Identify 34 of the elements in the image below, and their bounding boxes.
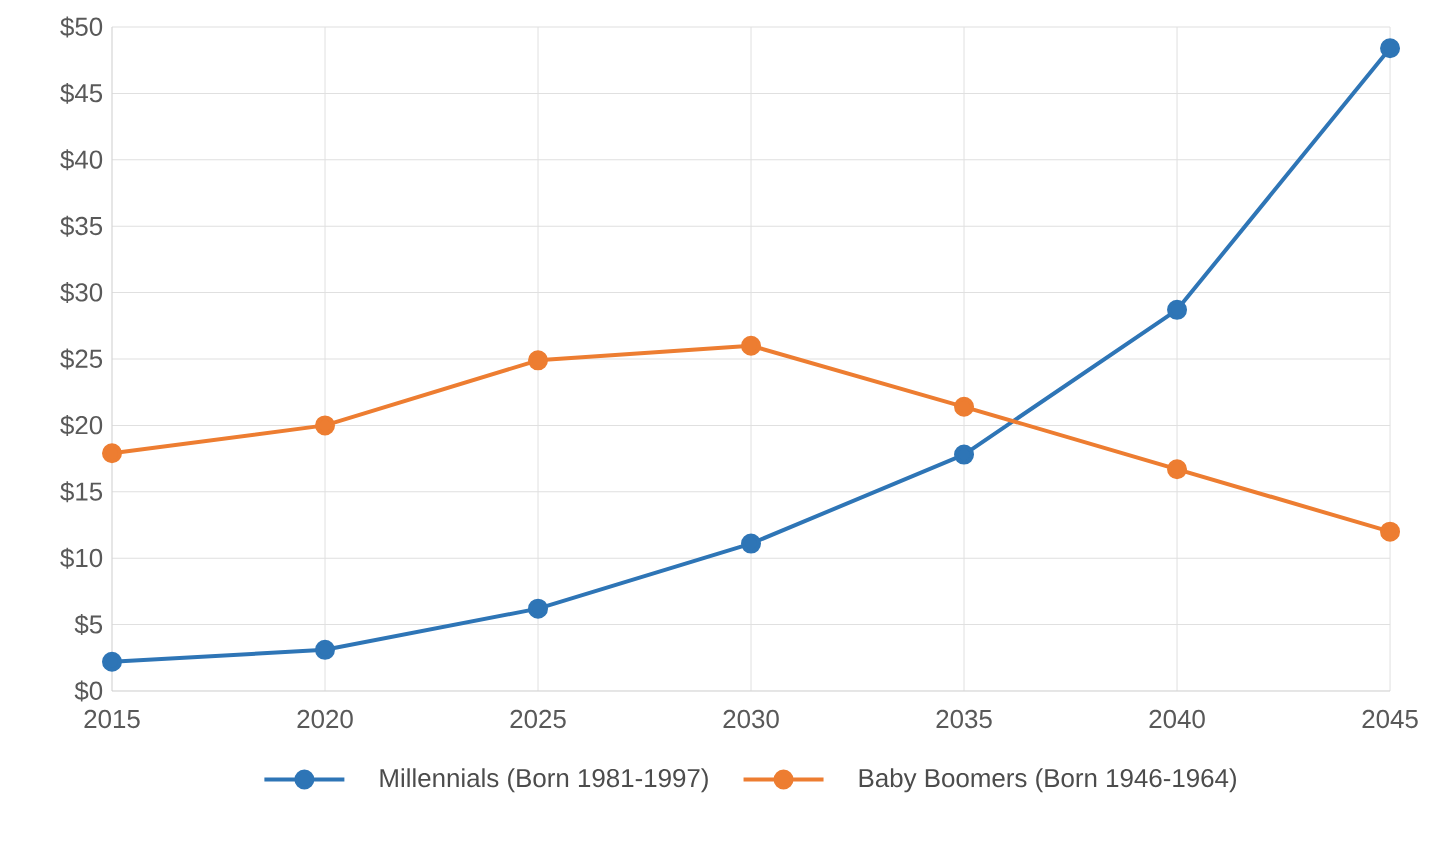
x-tick-label: 2045: [1362, 709, 1418, 729]
point: [954, 396, 975, 417]
y-tick-label: $50: [60, 16, 103, 38]
y-tick-label: $40: [60, 149, 103, 171]
point: [954, 444, 975, 465]
legend-label: Baby Boomers (Born 1946-1964): [859, 768, 1236, 793]
y-tick-label: $5: [74, 614, 103, 636]
y-tick-label: $45: [60, 82, 103, 104]
y-tick-label: $10: [60, 547, 103, 569]
x-tick-label: 2025: [510, 709, 566, 729]
x-tick-label: 2035: [936, 709, 992, 729]
legend-label: Millennials (Born 1981-1997): [380, 768, 708, 793]
point: [741, 533, 762, 554]
point: [102, 651, 122, 672]
y-tick-label: $25: [60, 348, 103, 370]
point: [315, 639, 336, 660]
y-tick-label: $15: [60, 481, 103, 503]
x-tick-label: 2020: [297, 709, 353, 729]
x-tick-label: 2015: [84, 709, 140, 729]
point: [1380, 38, 1401, 59]
y-tick-label: $20: [60, 414, 103, 436]
point: [315, 415, 336, 436]
y-tick-label: $0: [74, 680, 103, 702]
point: [528, 598, 549, 619]
point: [102, 443, 122, 464]
point: [1167, 459, 1188, 480]
y-tick-label: $35: [60, 215, 103, 237]
point: [528, 350, 549, 371]
x-tick-label: 2040: [1149, 709, 1205, 729]
x-tick-label: 2030: [723, 709, 779, 729]
y-tick-label: $30: [60, 282, 103, 304]
point: [1167, 299, 1188, 320]
point: [1380, 521, 1401, 542]
point: [741, 335, 762, 356]
